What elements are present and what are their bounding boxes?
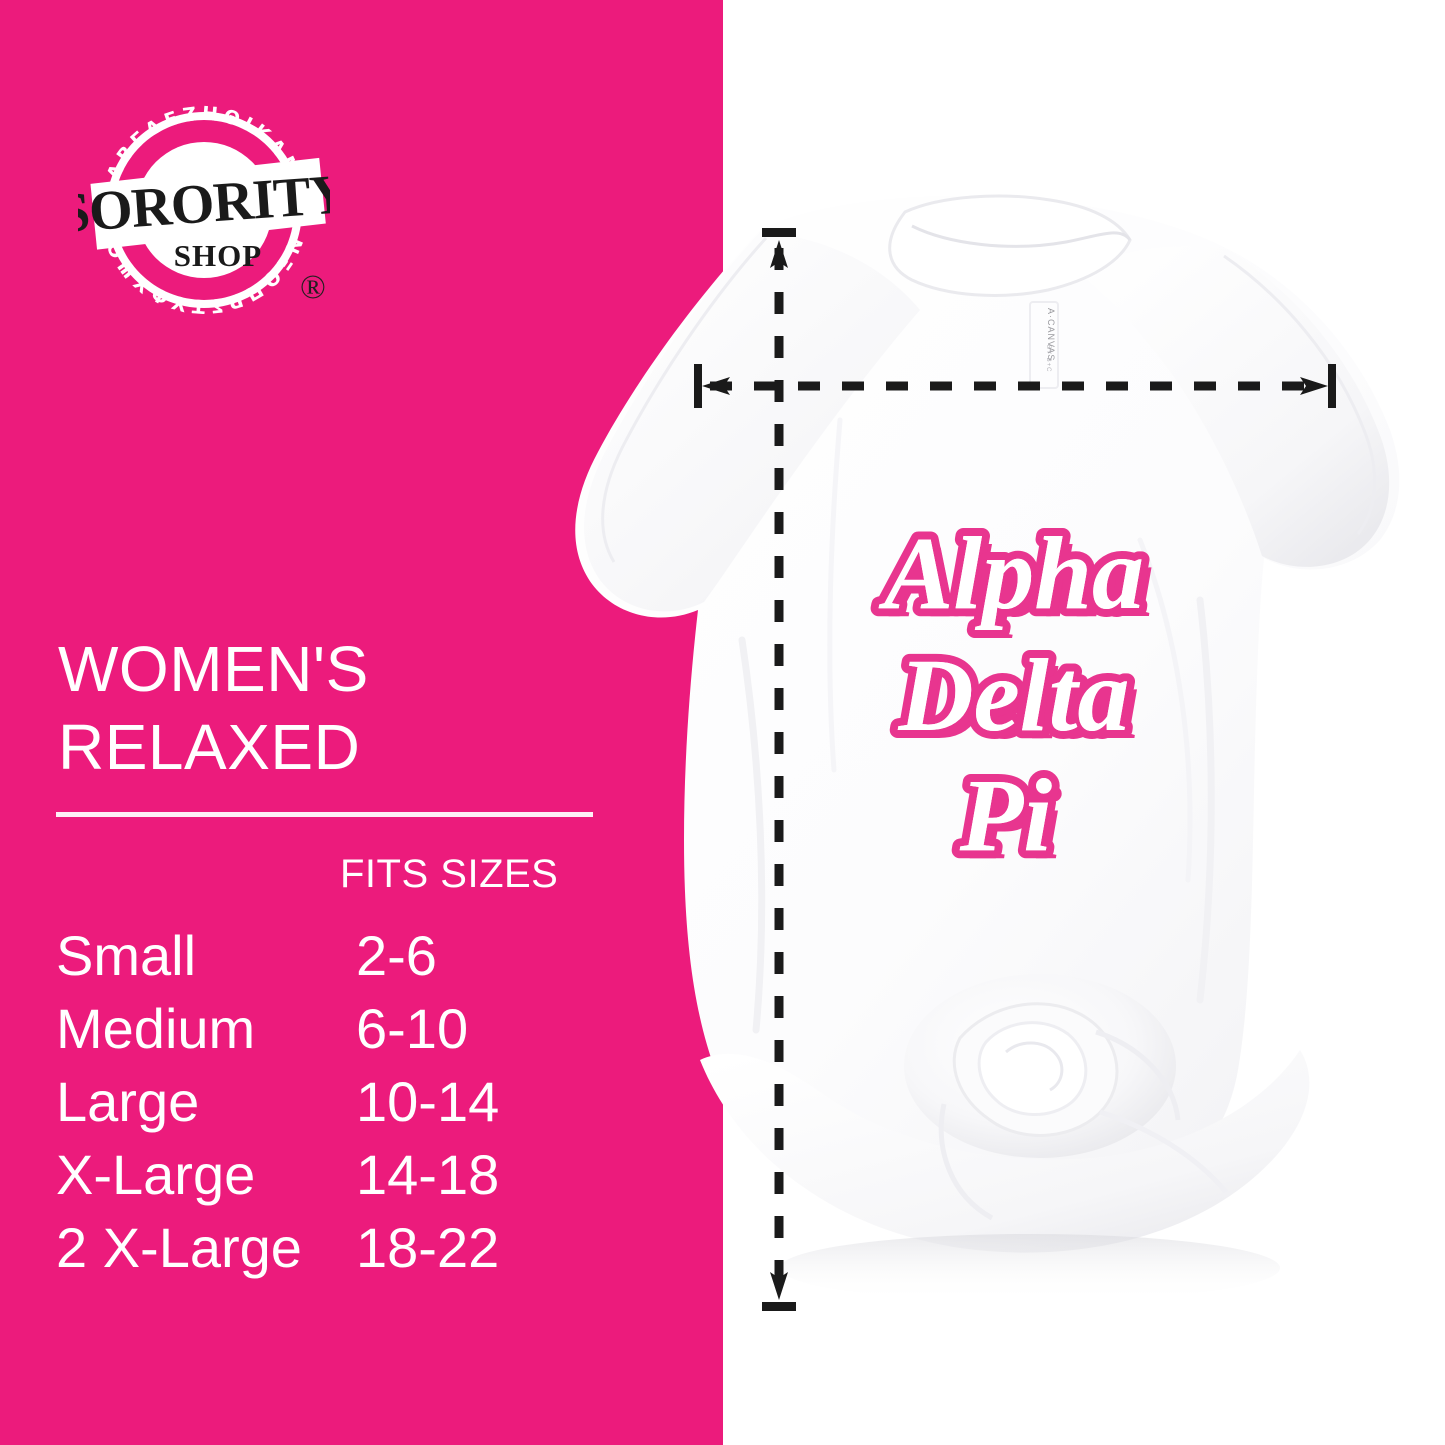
fits-sizes-column-header: FITS SIZES [340, 852, 559, 896]
size-fits: 10-14 [356, 1070, 500, 1133]
logo-wordmark-secondary: SHOP [174, 238, 262, 273]
size-fits: 14-18 [356, 1143, 500, 1206]
table-row: Large 10-14 [56, 1071, 576, 1144]
page-title: WOMEN'S RELAXED [58, 630, 658, 786]
sorority-shop-logo: ΑΒΓΔΕΖΗΘΙΚΛΜ ΝΞΟΠΡΣΤΥΦΧΨΩ SORORITY SHOP [78, 92, 330, 314]
size-table: Small 2-6 Medium 6-10 Large 10-14 X-Larg… [56, 925, 576, 1290]
size-fits: 6-10 [356, 997, 469, 1060]
page-title-line-1: WOMEN'S [58, 633, 369, 705]
width-measure-arrow [694, 364, 1336, 408]
table-row: Small 2-6 [56, 925, 576, 998]
size-name: 2 X-Large [56, 1216, 302, 1279]
size-fits: 2-6 [356, 924, 437, 987]
table-row: X-Large 14-18 [56, 1144, 576, 1217]
size-name: Medium [56, 997, 256, 1060]
title-divider [56, 812, 593, 817]
registered-trademark-icon: ® [300, 269, 326, 306]
table-row: Medium 6-10 [56, 998, 576, 1071]
size-fits: 18-22 [356, 1216, 500, 1279]
size-name: Small [56, 924, 197, 987]
size-name: Large [56, 1070, 200, 1133]
page-title-line-2: RELAXED [58, 711, 361, 783]
size-name: X-Large [56, 1143, 256, 1206]
table-row: 2 X-Large 18-22 [56, 1217, 576, 1290]
